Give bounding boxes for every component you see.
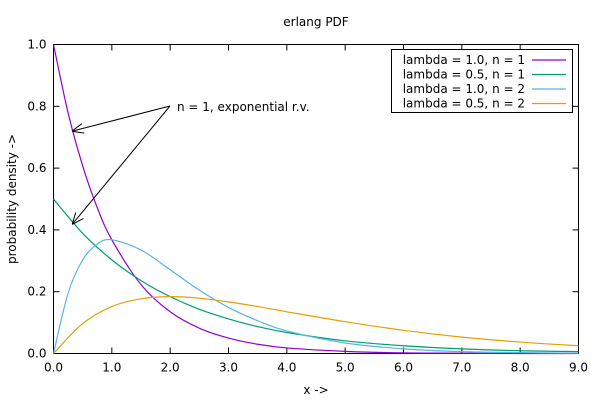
y-tick-label: 0.6 <box>27 161 46 175</box>
series-lines <box>52 44 579 355</box>
y-tick-label: 1.0 <box>27 38 46 52</box>
legend-label: lambda = 0.5, n = 1 <box>403 68 525 82</box>
annotation-arrow-2 <box>73 105 171 224</box>
series-line-3 <box>52 238 579 354</box>
x-tick-label: 3.0 <box>219 361 238 375</box>
x-tick-label: 6.0 <box>394 361 413 375</box>
x-tick-label: 7.0 <box>452 361 471 375</box>
y-tick-label: 0.0 <box>27 347 46 361</box>
x-tick-label: 5.0 <box>336 361 355 375</box>
series-line-4 <box>53 296 579 354</box>
x-tick-label: 4.0 <box>277 361 296 375</box>
axis-ticks: 0.0 1.0 2.0 3.0 4.0 5.0 6.0 7.0 8.0 9.0 0.0 0.2 0.4 0… <box>27 38 588 375</box>
x-tick-label: 1.0 <box>102 361 121 375</box>
y-tick-label: 0.8 <box>27 99 46 113</box>
x-tick-label: 8.0 <box>511 361 530 375</box>
x-tick-label: 0.0 <box>44 361 63 375</box>
series-line-1 <box>52 44 579 355</box>
x-tick-label: 2.0 <box>161 361 180 375</box>
y-tick-label: 0.4 <box>27 223 46 237</box>
annotation: n = 1, exponential r.v. <box>73 100 310 224</box>
y-axis-label: probability density -> <box>5 134 19 264</box>
annotation-arrows <box>73 105 171 224</box>
legend-label: lambda = 0.5, n = 2 <box>403 97 525 111</box>
y-tick-label: 0.2 <box>27 285 46 299</box>
annotation-label: n = 1, exponential r.v. <box>177 100 310 114</box>
chart-title: erlang PDF <box>283 15 349 29</box>
legend-label: lambda = 1.0, n = 1 <box>403 53 525 67</box>
annotation-arrow-1 <box>73 105 171 131</box>
legend-label: lambda = 1.0, n = 2 <box>403 82 525 96</box>
x-tick-label: 9.0 <box>569 361 588 375</box>
series-line-2 <box>53 198 579 353</box>
x-axis-label: x -> <box>303 383 328 397</box>
